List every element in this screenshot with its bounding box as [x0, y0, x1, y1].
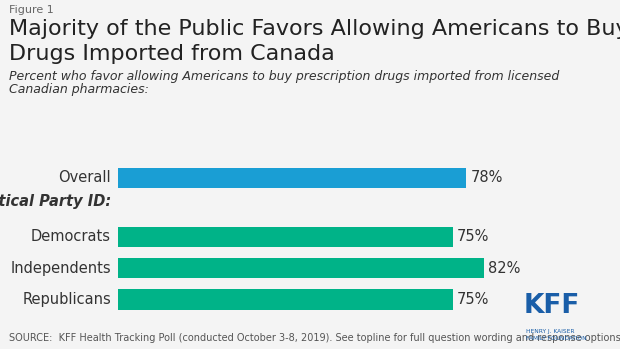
Text: KFF: KFF [524, 294, 580, 319]
Text: Overall: Overall [58, 170, 111, 185]
Text: Independents: Independents [11, 261, 111, 276]
Text: Republicans: Republicans [22, 292, 111, 307]
Text: Figure 1: Figure 1 [9, 5, 54, 15]
Text: Percent who favor allowing Americans to buy prescription drugs imported from lic: Percent who favor allowing Americans to … [9, 70, 559, 83]
Text: 75%: 75% [457, 292, 489, 307]
Text: Majority of the Public Favors Allowing Americans to Buy Prescription: Majority of the Public Favors Allowing A… [9, 19, 620, 39]
Text: Canadian pharmacies:: Canadian pharmacies: [9, 83, 149, 96]
Text: Drugs Imported from Canada: Drugs Imported from Canada [9, 44, 335, 64]
Bar [118, 168, 466, 188]
Text: Democrats: Democrats [31, 229, 111, 244]
Text: SOURCE:  KFF Health Tracking Poll (conducted October 3-8, 2019). See topline for: SOURCE: KFF Health Tracking Poll (conduc… [9, 333, 620, 343]
Text: By Political Party ID:: By Political Party ID: [0, 194, 111, 209]
Bar [118, 289, 453, 310]
Text: 78%: 78% [471, 170, 503, 185]
Bar [118, 258, 484, 279]
Bar [118, 227, 453, 247]
Text: 75%: 75% [457, 229, 489, 244]
Text: 82%: 82% [489, 261, 521, 276]
Text: HENRY J. KAISER
FAMILY FOUNDATION: HENRY J. KAISER FAMILY FOUNDATION [526, 329, 587, 341]
